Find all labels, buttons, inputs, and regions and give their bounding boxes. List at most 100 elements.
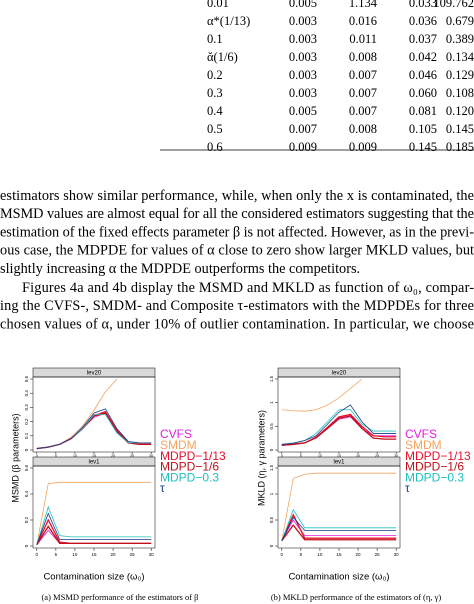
table-cell: 0.060 bbox=[409, 86, 437, 100]
table-cell: 0.016 bbox=[349, 14, 377, 28]
table-cell: 0.033 bbox=[409, 0, 437, 10]
table-cell: 0.009 bbox=[349, 140, 377, 154]
x-tick-label: 0 bbox=[281, 454, 283, 458]
x-tick-label: 25 bbox=[375, 454, 379, 458]
x-tick-label: 5 bbox=[300, 454, 302, 458]
series-line bbox=[281, 378, 363, 412]
legend-entry: MDPD−1/6 bbox=[160, 460, 219, 474]
series-line bbox=[36, 481, 152, 545]
x-tick-label: 0 bbox=[281, 552, 284, 557]
legend-entry: MDPD−1/13 bbox=[160, 449, 226, 463]
table-cell: 0.129 bbox=[446, 68, 474, 82]
x-tick-label: 5 bbox=[55, 454, 57, 458]
legend-entry: CVFS bbox=[405, 427, 437, 441]
panel-title: lev1 bbox=[333, 460, 345, 466]
x-tick-label: 30 bbox=[149, 454, 153, 458]
paragraph-line: ous case, the MDPDE for values of α clos… bbox=[0, 243, 474, 259]
x-tick-label: 25 bbox=[130, 552, 136, 557]
legend-entry: MDPD−0.3 bbox=[405, 470, 464, 484]
y-tick-label: 0.5 bbox=[24, 375, 29, 382]
y-axis-label: MKLD (η, γ parameters) bbox=[256, 410, 266, 506]
paragraph-line: estimation of the fixed effects paramete… bbox=[0, 224, 474, 240]
y-tick-label: 1 bbox=[269, 492, 274, 495]
x-tick-label: 0 bbox=[36, 552, 39, 557]
y-tick-label: 0.3 bbox=[24, 404, 29, 411]
legend-entry: MDPD−1/13 bbox=[405, 449, 471, 463]
table-cell: 0.007 bbox=[349, 68, 377, 82]
table-cell: 0.134 bbox=[446, 50, 474, 64]
y-axis-label: MSMD (β parameters) bbox=[10, 413, 20, 502]
row-label: 0.01 bbox=[207, 0, 229, 10]
legend-entry: MDPD−0.3 bbox=[160, 470, 219, 484]
y-tick-label: 0.5 bbox=[269, 516, 274, 523]
x-tick-label: 25 bbox=[375, 552, 381, 557]
y-tick-label: 0 bbox=[269, 544, 274, 547]
table-cell: 0.005 bbox=[289, 104, 317, 118]
table-cell: 0.011 bbox=[349, 32, 377, 46]
table-cell: 0.007 bbox=[349, 104, 377, 118]
table-cell: 0.081 bbox=[409, 104, 437, 118]
y-tick-label: 1.5 bbox=[269, 375, 274, 382]
x-tick-label: 15 bbox=[337, 454, 341, 458]
table-cell: 0.007 bbox=[349, 86, 377, 100]
row-label: 0.3 bbox=[207, 86, 223, 100]
paragraph-line: ing the CVFS-, SMDM- and Composite τ-est… bbox=[0, 298, 474, 314]
x-tick-label: 15 bbox=[91, 552, 97, 557]
table-cell: 0.005 bbox=[289, 0, 317, 10]
series-line bbox=[281, 516, 397, 541]
row-label: ᾰ(1/6) bbox=[207, 50, 238, 64]
x-tick-label: 10 bbox=[318, 454, 322, 458]
legend-entry: τ bbox=[160, 481, 165, 495]
series-line bbox=[36, 512, 152, 545]
table-cell: 109.762 bbox=[433, 0, 474, 10]
figure-caption: (a) MSMD performance of the estimators o… bbox=[41, 592, 198, 602]
table-cell: 0.008 bbox=[349, 122, 377, 136]
table-cell: 0.046 bbox=[409, 68, 437, 82]
series-line bbox=[281, 415, 397, 446]
legend-entry: CVFS bbox=[160, 427, 192, 441]
legend-entry: SMDM bbox=[160, 438, 197, 452]
table-cell: 0.145 bbox=[409, 140, 437, 154]
series-line bbox=[36, 525, 152, 546]
table-cell: 0.108 bbox=[446, 86, 474, 100]
x-tick-label: 15 bbox=[92, 454, 96, 458]
series-line bbox=[281, 404, 397, 445]
table-cell: 0.105 bbox=[409, 122, 437, 136]
x-tick-label: 5 bbox=[55, 552, 58, 557]
row-label: α*(1/13) bbox=[207, 14, 250, 28]
y-tick-label: 1.5 bbox=[269, 464, 274, 471]
x-tick-label: 30 bbox=[394, 552, 400, 557]
x-tick-label: 10 bbox=[73, 454, 77, 458]
table-cell: 0.389 bbox=[446, 32, 474, 46]
table-cell: 0.009 bbox=[289, 140, 317, 154]
x-tick-label: 10 bbox=[317, 552, 323, 557]
x-tick-label: 20 bbox=[111, 552, 117, 557]
table-cell: 0.003 bbox=[289, 50, 317, 64]
row-label: 0.6 bbox=[207, 140, 223, 154]
legend-entry: MDPD−1/6 bbox=[405, 460, 464, 474]
x-tick-label: 0 bbox=[36, 454, 38, 458]
y-tick-label: 1 bbox=[269, 401, 274, 404]
x-tick-label: 20 bbox=[356, 454, 360, 458]
table-cell: 0.120 bbox=[446, 104, 474, 118]
series-line bbox=[281, 513, 397, 542]
x-tick-label: 10 bbox=[72, 552, 78, 557]
table-cell: 0.042 bbox=[409, 50, 437, 64]
table-cell: 0.003 bbox=[289, 14, 317, 28]
x-tick-label: 30 bbox=[149, 552, 155, 557]
table-cell: 0.003 bbox=[289, 68, 317, 82]
panel-title: lev20 bbox=[87, 371, 102, 377]
x-axis-label: Contamination size (ω₀) bbox=[288, 572, 389, 583]
x-tick-label: 30 bbox=[394, 454, 398, 458]
y-tick-label: 0 bbox=[24, 544, 29, 547]
table-cell: 0.037 bbox=[409, 32, 437, 46]
y-tick-label: 0.2 bbox=[24, 516, 29, 523]
y-tick-label: 0.4 bbox=[24, 490, 29, 497]
series-line bbox=[281, 472, 397, 541]
row-label: 0.5 bbox=[207, 122, 223, 136]
y-tick-label: 0 bbox=[24, 448, 29, 451]
panel-title: lev1 bbox=[88, 460, 100, 466]
series-line bbox=[36, 505, 152, 545]
